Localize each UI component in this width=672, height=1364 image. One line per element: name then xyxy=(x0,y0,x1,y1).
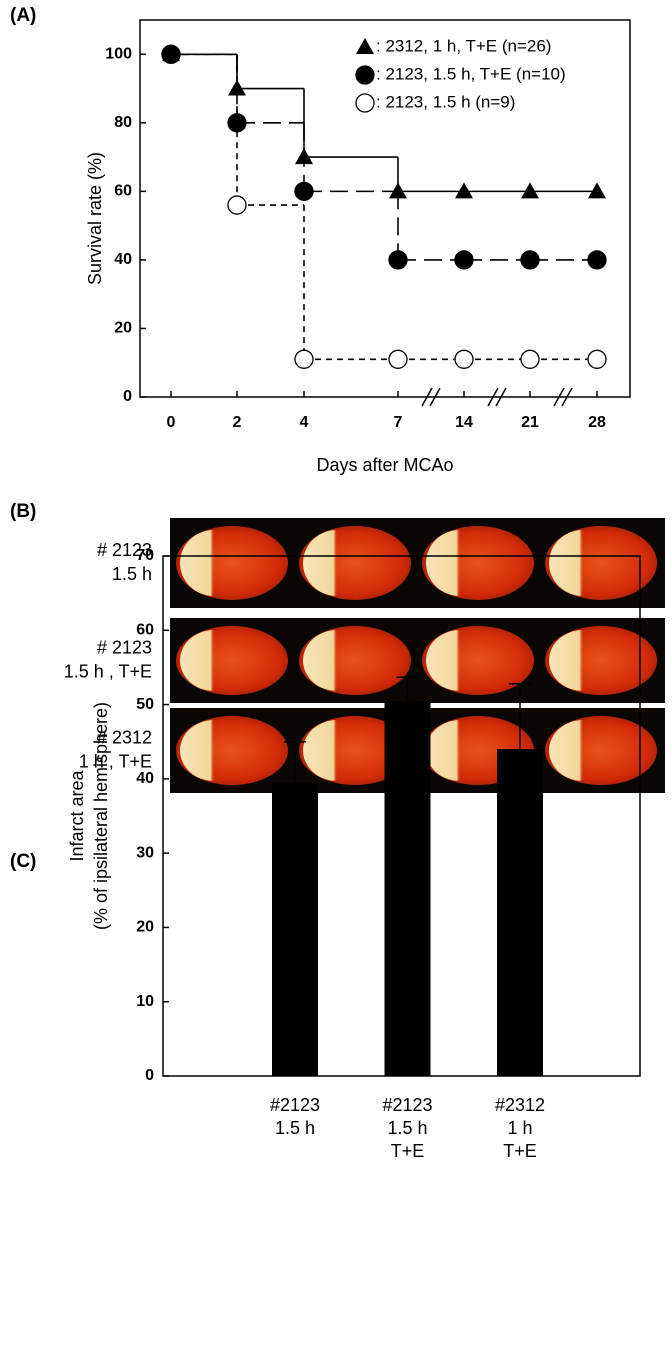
infarct xyxy=(549,720,617,781)
marker-circle xyxy=(294,181,314,202)
x-tick-label: 1 h xyxy=(507,1118,532,1138)
y-tick-label: 30 xyxy=(136,844,154,861)
row-label: 1.5 h xyxy=(112,564,152,584)
marker-triangle xyxy=(228,79,246,96)
y-tick-label: 40 xyxy=(114,251,132,268)
axis-break xyxy=(421,387,433,407)
x-tick-label: 7 xyxy=(394,414,403,431)
y-tick-label: 100 xyxy=(105,45,132,62)
y-tick-label: 0 xyxy=(145,1067,154,1084)
x-tick-label: 21 xyxy=(521,414,539,431)
x-tick-label: T+E xyxy=(503,1141,537,1161)
panel-label: (C) xyxy=(10,851,36,872)
y-tick-label: 60 xyxy=(136,622,154,639)
marker-open-circle xyxy=(587,349,607,369)
plot-frame xyxy=(139,19,631,398)
marker-open-circle xyxy=(294,349,314,369)
row-label: # 2123 xyxy=(97,540,152,560)
marker-circle xyxy=(520,250,540,270)
marker-open-circle xyxy=(388,349,408,369)
marker-open-circle xyxy=(227,195,247,215)
row-label: 1 h , T+E xyxy=(79,751,152,771)
bar xyxy=(272,782,318,1076)
legend-label: : 2123, 1.5 h (n=9) xyxy=(376,92,515,111)
legend-label: : 2123, 1.5 h, T+E (n=10) xyxy=(376,64,566,83)
y-tick-label: 0 xyxy=(123,388,132,405)
panel-label: (A) xyxy=(10,5,36,26)
marker-triangle xyxy=(588,182,606,199)
y-tick-label: 10 xyxy=(136,993,154,1010)
infarct xyxy=(549,630,617,691)
axis-break xyxy=(495,387,507,407)
row-label: 1.5 h , T+E xyxy=(64,661,152,681)
y-tick-label: 40 xyxy=(136,770,154,787)
y-tick-label: 80 xyxy=(114,114,132,131)
infarct xyxy=(180,530,248,596)
x-tick-label: #2123 xyxy=(270,1095,320,1115)
x-tick-label: #2312 xyxy=(495,1095,545,1115)
x-tick-label: 14 xyxy=(455,414,473,431)
x-tick-label: 1.5 h xyxy=(387,1118,427,1138)
marker-open-circle xyxy=(454,349,474,369)
axis-break xyxy=(487,387,499,407)
marker-open-circle xyxy=(520,349,540,369)
infarct xyxy=(303,530,371,596)
infarct xyxy=(180,720,248,781)
infarct xyxy=(303,630,371,691)
marker-triangle xyxy=(389,182,407,199)
infarct xyxy=(426,720,494,781)
legend-label: : 2312, 1 h, T+E (n=26) xyxy=(376,36,551,55)
infarct xyxy=(303,720,371,781)
row-label: # 2123 xyxy=(97,637,152,657)
x-tick-label: 28 xyxy=(588,414,606,431)
panel-label: (B) xyxy=(10,501,36,522)
marker-circle xyxy=(161,44,181,64)
x-axis-label: Days after MCAo xyxy=(316,455,453,475)
marker-triangle xyxy=(295,148,313,165)
x-tick-label: 2 xyxy=(233,414,242,431)
legend-marker xyxy=(356,38,374,54)
infarct xyxy=(426,530,494,596)
legend-marker xyxy=(355,93,375,113)
y-tick-label: 20 xyxy=(136,919,154,936)
bar xyxy=(497,749,543,1076)
y-axis-label: Infarct area xyxy=(67,769,87,861)
x-tick-label: 4 xyxy=(300,414,309,431)
infarct xyxy=(180,630,248,691)
infarct xyxy=(426,630,494,691)
marker-circle xyxy=(388,250,408,270)
y-axis-label: (% of ipsilateral hemisphere) xyxy=(91,702,111,930)
brain-sections xyxy=(170,518,665,793)
infarct xyxy=(549,530,617,596)
marker-circle xyxy=(587,250,607,270)
row-label: # 2312 xyxy=(97,727,152,747)
bar xyxy=(384,700,431,1076)
y-axis-label: Survival rate (%) xyxy=(85,152,105,285)
y-tick-label: 50 xyxy=(136,696,154,713)
x-tick-label: 1.5 h xyxy=(275,1118,315,1138)
axis-break xyxy=(429,387,441,407)
x-tick-label: 0 xyxy=(167,414,176,431)
y-tick-label: 70 xyxy=(136,547,154,564)
y-tick-label: 60 xyxy=(114,183,132,200)
x-tick-label: #2123 xyxy=(382,1095,432,1115)
marker-circle xyxy=(227,113,247,133)
marker-triangle xyxy=(455,182,473,199)
axis-break xyxy=(561,387,573,407)
legend-marker xyxy=(355,65,375,85)
marker-triangle xyxy=(521,182,539,199)
marker-circle xyxy=(454,250,474,270)
y-tick-label: 20 xyxy=(114,320,132,337)
axis-break xyxy=(553,387,565,407)
x-tick-label: T+E xyxy=(391,1141,425,1161)
